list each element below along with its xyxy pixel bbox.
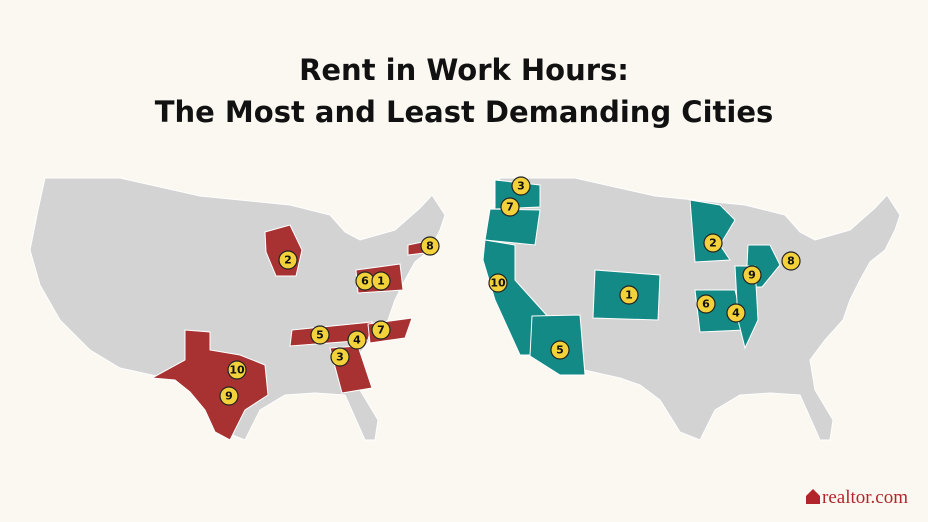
marker-dot (550, 340, 570, 360)
marker-dot (726, 303, 746, 323)
city-marker: 7 (371, 320, 391, 340)
state-oregon (484, 208, 541, 246)
title-line: The Most and Least Demanding Cities (155, 95, 774, 129)
marker-dot (781, 251, 801, 271)
marker-rank: 2 (709, 237, 717, 250)
marker-rank: 1 (625, 289, 633, 302)
city-marker: 9 (219, 386, 239, 406)
marker-rank: 8 (426, 240, 434, 253)
city-marker: 8 (420, 236, 440, 256)
city-marker: 6 (696, 294, 716, 314)
marker-rank: 7 (377, 324, 385, 337)
marker-dot (330, 347, 350, 367)
map-most-demanding: 2 6 1 8 5 4 7 3 10 9 (29, 177, 446, 441)
state-texas (150, 329, 269, 441)
city-marker: 9 (742, 265, 762, 285)
marker-dot (347, 330, 367, 350)
marker-dot (511, 176, 531, 196)
marker-rank: 5 (316, 329, 324, 342)
city-marker: 5 (310, 325, 330, 345)
city-marker: 4 (347, 330, 367, 350)
logo-text: realtor.com (822, 487, 908, 508)
city-marker: 3 (330, 347, 350, 367)
marker-dot (310, 325, 330, 345)
map-least-demanding: 37 10 1 5 2 9 8 6 4 (482, 176, 901, 441)
marker-rank: 6 (702, 298, 710, 311)
marker-dot (227, 360, 247, 380)
marker-dot (219, 386, 239, 406)
city-marker: 3 (511, 176, 531, 196)
city-marker: 4 (726, 303, 746, 323)
marker-dot (742, 265, 762, 285)
marker-rank: 4 (732, 307, 740, 320)
marker-dot (371, 320, 391, 340)
city-marker: 7 (500, 197, 520, 217)
us-outline (484, 177, 901, 441)
city-marker: 2 (703, 233, 723, 253)
marker-rank: 10 (229, 364, 245, 377)
title-line: Rent in Work Hours: (299, 53, 629, 87)
logo-icon (806, 489, 820, 504)
marker-rank: 9 (748, 269, 756, 282)
marker-dot (500, 197, 520, 217)
marker-dot (371, 271, 391, 291)
marker-dot (703, 233, 723, 253)
marker-rank: 6 (361, 275, 369, 288)
marker-rank: 3 (517, 180, 525, 193)
marker-rank: 7 (506, 201, 514, 214)
marker-rank: 4 (353, 334, 361, 347)
marker-rank: 10 (490, 277, 506, 290)
marker-dot (420, 236, 440, 256)
city-marker: 1 (619, 285, 639, 305)
city-marker: 10 (227, 360, 247, 380)
marker-dot (278, 250, 298, 270)
city-marker: 5 (550, 340, 570, 360)
marker-rank: 1 (377, 275, 385, 288)
city-marker: 10 (488, 273, 508, 293)
marker-dot (696, 294, 716, 314)
marker-rank: 8 (787, 255, 795, 268)
marker-rank: 2 (284, 254, 292, 267)
marker-rank: 9 (225, 390, 233, 403)
marker-rank: 5 (556, 344, 564, 357)
logo[interactable]: realtor.com (806, 487, 908, 508)
city-marker: 6 (355, 271, 375, 291)
city-marker: 2 (278, 250, 298, 270)
marker-rank: 3 (336, 351, 344, 364)
marker-dot (619, 285, 639, 305)
city-marker: 1 (371, 271, 391, 291)
marker-dot (488, 273, 508, 293)
city-marker: 8 (781, 251, 801, 271)
